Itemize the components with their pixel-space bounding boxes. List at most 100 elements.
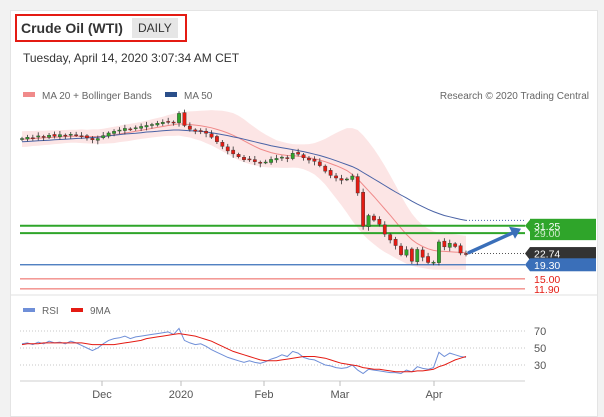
candle — [85, 134, 89, 141]
candle-body — [58, 134, 62, 137]
candle-body — [317, 161, 322, 166]
candle-body — [128, 128, 133, 131]
candle — [420, 247, 425, 262]
candle — [344, 177, 349, 182]
candle — [274, 154, 279, 163]
forecast-arrow — [467, 230, 517, 255]
ma20-line — [21, 123, 467, 254]
candle-body — [263, 161, 268, 164]
candle — [453, 242, 458, 249]
rsi-legend-label: RSI — [42, 306, 59, 317]
candle-body — [350, 175, 355, 180]
candle-body — [220, 142, 225, 147]
candle-body — [231, 149, 236, 155]
candle-body — [166, 121, 171, 123]
support-1-tag: 19.30 — [525, 258, 596, 272]
candle — [415, 247, 420, 266]
x-tick-label: 2020 — [169, 389, 193, 401]
candle — [95, 135, 100, 145]
candle — [204, 128, 208, 138]
candle — [117, 127, 122, 134]
candle — [150, 122, 154, 129]
candle-body — [150, 124, 154, 126]
instrument-title: Crude Oil (WTI) — [21, 20, 123, 36]
candle — [334, 172, 338, 182]
candle — [112, 129, 116, 137]
chart-card — [10, 10, 598, 417]
x-tick-label: Apr — [425, 389, 442, 401]
ma50-legend-swatch — [165, 92, 177, 97]
candle-body — [269, 159, 273, 163]
candle-body — [52, 134, 57, 137]
candle-body — [296, 152, 301, 155]
candle-body — [453, 243, 458, 247]
candle-body — [437, 241, 441, 263]
rsi-panel: 70 50 30 — [20, 326, 546, 375]
candle-body — [366, 215, 371, 227]
candle — [52, 131, 57, 139]
candle — [133, 125, 138, 131]
candle — [431, 260, 436, 266]
candle — [409, 247, 414, 265]
candle-body — [95, 138, 100, 141]
chart-credit: Research © 2020 Trading Central — [440, 91, 589, 102]
candle-body — [106, 132, 111, 137]
candle — [464, 250, 468, 257]
candle-body — [204, 130, 208, 134]
candle-body — [247, 158, 252, 161]
last-price-tag-label: 22.74 — [534, 249, 560, 261]
candle — [437, 239, 441, 266]
candle — [328, 168, 333, 179]
candle — [290, 150, 295, 161]
candle-body — [372, 215, 376, 221]
candle — [20, 136, 24, 142]
candle-body — [426, 256, 430, 263]
candle-body — [420, 249, 425, 258]
rsi-tick-50: 50 — [534, 343, 546, 355]
candle — [193, 128, 198, 135]
candle-body — [187, 125, 192, 130]
candle — [41, 134, 46, 141]
candle-body — [225, 146, 230, 152]
candle-body — [85, 135, 89, 139]
candle-body — [155, 122, 160, 126]
candle-body — [393, 238, 398, 246]
candle — [160, 119, 165, 126]
candle — [339, 174, 344, 185]
candle-body — [236, 154, 241, 157]
candle-body — [415, 249, 420, 262]
candle-body — [79, 135, 84, 137]
x-tick-label: Feb — [255, 389, 274, 401]
candle — [458, 243, 463, 256]
candle — [231, 146, 236, 158]
candle-body — [139, 126, 144, 129]
candle-body — [447, 243, 452, 248]
last-price-tag-pointer — [525, 247, 530, 261]
candle — [144, 121, 149, 131]
forecast-arrowhead — [509, 226, 521, 239]
candle-body — [171, 121, 176, 124]
candle-body — [323, 165, 328, 172]
candle — [122, 124, 127, 135]
candle-body — [464, 253, 468, 255]
candle-body — [312, 159, 317, 162]
candle-body — [285, 157, 290, 159]
candle-body — [36, 135, 41, 138]
candle — [128, 127, 133, 132]
candle — [74, 131, 79, 137]
candle — [79, 132, 84, 139]
candle — [215, 134, 219, 145]
candle-body — [334, 175, 338, 179]
candle-body — [112, 131, 116, 134]
candle — [258, 160, 263, 168]
candle-body — [20, 138, 24, 140]
candle-body — [399, 245, 403, 255]
instrument-title-box: Crude Oil (WTI) DAILY — [15, 14, 187, 42]
support-1-tag-bg — [530, 258, 596, 272]
candle — [187, 122, 192, 132]
candle — [388, 232, 393, 244]
period-badge[interactable]: DAILY — [132, 18, 178, 38]
candle-body — [431, 261, 436, 264]
candle — [30, 134, 35, 141]
candle — [225, 143, 230, 155]
